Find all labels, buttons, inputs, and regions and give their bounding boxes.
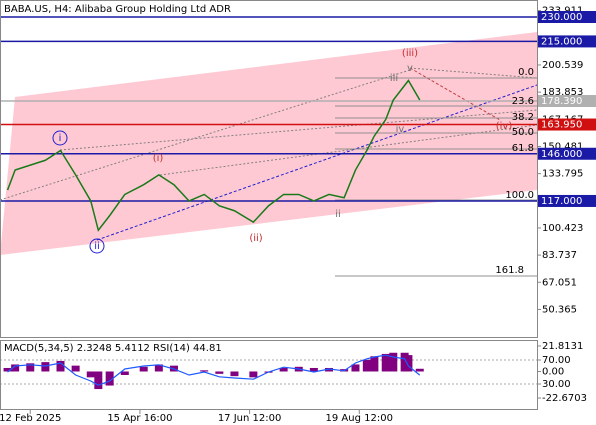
wave-circle <box>52 130 68 146</box>
macd-bar <box>105 371 114 386</box>
macd-bar <box>71 365 80 372</box>
fib-lines <box>335 77 537 277</box>
level-tag <box>537 10 596 23</box>
y-tick-label: 50.365 <box>542 304 577 315</box>
fib-label: 0.0 <box>518 67 534 78</box>
y-tick-label: 83.737 <box>542 250 577 261</box>
macd-bar <box>415 368 424 372</box>
fib-label: 50.0 <box>512 127 534 138</box>
macd-bar <box>139 366 148 372</box>
wave-label: ii <box>335 209 341 220</box>
level-tag <box>537 147 596 160</box>
macd-bar <box>351 364 360 372</box>
macd-bar <box>389 352 398 372</box>
macd-bar <box>86 371 95 378</box>
level-tag <box>537 35 596 48</box>
y-tick-label: 70.00 <box>542 355 571 366</box>
fib-labels: 0.0 23.6 38.2 50.0 61.8 100.0 161.8 <box>495 67 534 276</box>
y-tick-label: 100.423 <box>542 223 583 234</box>
price-line <box>6 79 421 232</box>
macd-bar <box>370 356 379 372</box>
indicator-frame <box>0 340 538 410</box>
price-frame <box>0 0 538 338</box>
x-tick-label: 15 Apr 16:00 <box>107 413 172 424</box>
wave-label: iii <box>390 73 398 84</box>
macd-bar <box>362 359 371 372</box>
level-label: 163.950 <box>541 120 582 131</box>
fib-label: 61.8 <box>512 143 534 154</box>
macd-bar <box>11 364 20 372</box>
macd-bar <box>230 371 239 377</box>
fib-label: 23.6 <box>512 96 534 107</box>
wave-label: (iii) <box>402 48 418 59</box>
y-tick-label: -22.6703 <box>542 393 587 404</box>
wave-label: (iv) <box>496 121 513 132</box>
level-tag <box>537 95 596 108</box>
wave-label: v <box>407 63 413 74</box>
y-tick-label: 183.853 <box>542 87 583 98</box>
y-tick-label: 21.8131 <box>542 341 583 352</box>
chart-title: BABA.US, H4: Alibaba Group Holding Ltd A… <box>4 4 231 15</box>
y-tick-label: 30.00 <box>542 379 571 390</box>
macd-bar <box>381 353 390 372</box>
price-panel: 233.911200.539183.853167.167150.481133.7… <box>0 6 596 315</box>
y-tick-label: 150.481 <box>542 141 583 152</box>
wave-labels: i ii (i) (ii) (iii) (iv) iii iv v ii <box>52 48 513 254</box>
macd-bar <box>325 367 334 372</box>
level-label: 117.000 <box>541 196 582 207</box>
wave-label: iv <box>396 124 405 135</box>
channel <box>0 32 537 255</box>
wave-circle <box>89 238 105 254</box>
indicator-panel: 21.8131 0.00 -22.6703 70.00 30.00 <box>0 341 587 404</box>
level-label: 146.000 <box>541 149 582 160</box>
fib-label: 161.8 <box>495 265 524 276</box>
level-label: 215.000 <box>541 36 582 47</box>
macd-bar <box>26 363 35 372</box>
y-tick-label: 200.539 <box>542 60 583 71</box>
x-tick-label: 19 Aug 12:00 <box>326 413 393 424</box>
wave-label: (ii) <box>249 233 262 244</box>
fib-label: 38.2 <box>512 112 534 123</box>
macd-bar <box>94 371 103 390</box>
macd-bar <box>41 362 50 372</box>
macd-bar <box>154 364 163 372</box>
level-label: 178.390 <box>541 96 582 107</box>
macd-bar <box>3 367 12 372</box>
wave-label: (i) <box>153 153 164 164</box>
macd-bar <box>215 371 224 374</box>
x-tick-label: 12 Feb 2025 <box>0 413 61 424</box>
y-tick-label: 133.795 <box>542 169 583 180</box>
macd-bar <box>279 367 288 372</box>
y-tick-label: 0.00 <box>542 366 564 377</box>
y-tick-label: 67.051 <box>542 277 577 288</box>
wave-label: ii <box>94 241 100 252</box>
macd-bar <box>249 371 258 378</box>
macd-bar <box>404 355 413 372</box>
macd-bar <box>200 370 209 372</box>
macd-bar <box>120 371 129 375</box>
fib-label: 100.0 <box>505 190 534 201</box>
wave-label: i <box>59 133 62 144</box>
macd-bar <box>56 360 65 372</box>
level-tag <box>537 194 596 207</box>
x-tick-label: 17 Jun 12:00 <box>218 413 282 424</box>
indicator-title: MACD(5,34,5) 2.3248 5.4112 RSI(14) 44.81 <box>4 343 222 354</box>
macd-bar <box>309 367 318 372</box>
rsi-line <box>7 354 421 386</box>
level-label: 230.000 <box>541 12 582 23</box>
level-tag <box>537 118 596 131</box>
